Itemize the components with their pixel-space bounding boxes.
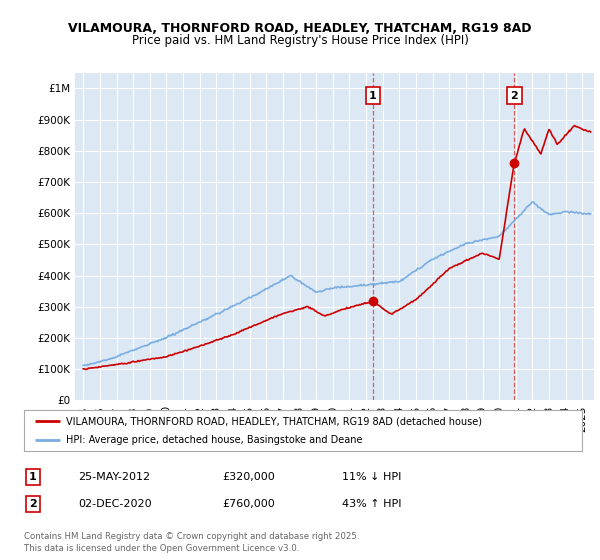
Text: HPI: Average price, detached house, Basingstoke and Deane: HPI: Average price, detached house, Basi… [66, 435, 362, 445]
Text: 1: 1 [29, 472, 37, 482]
Text: 02-DEC-2020: 02-DEC-2020 [78, 499, 152, 509]
Text: 2: 2 [511, 91, 518, 101]
Text: 11% ↓ HPI: 11% ↓ HPI [342, 472, 401, 482]
Text: 1: 1 [369, 91, 377, 101]
Text: Contains HM Land Registry data © Crown copyright and database right 2025.
This d: Contains HM Land Registry data © Crown c… [24, 533, 359, 553]
Text: 2: 2 [29, 499, 37, 509]
Text: £320,000: £320,000 [222, 472, 275, 482]
Text: VILAMOURA, THORNFORD ROAD, HEADLEY, THATCHAM, RG19 8AD (detached house): VILAMOURA, THORNFORD ROAD, HEADLEY, THAT… [66, 417, 482, 426]
Text: £760,000: £760,000 [222, 499, 275, 509]
Text: VILAMOURA, THORNFORD ROAD, HEADLEY, THATCHAM, RG19 8AD: VILAMOURA, THORNFORD ROAD, HEADLEY, THAT… [68, 22, 532, 35]
Text: 43% ↑ HPI: 43% ↑ HPI [342, 499, 401, 509]
Text: 25-MAY-2012: 25-MAY-2012 [78, 472, 150, 482]
Text: Price paid vs. HM Land Registry's House Price Index (HPI): Price paid vs. HM Land Registry's House … [131, 34, 469, 46]
